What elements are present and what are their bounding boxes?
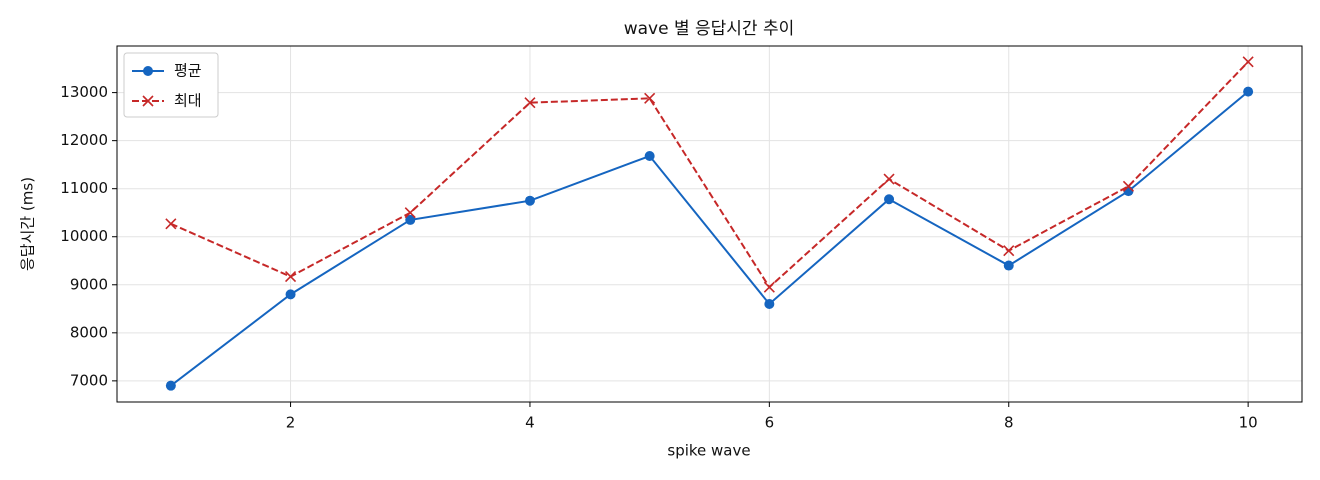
point <box>1003 260 1014 271</box>
point <box>644 151 655 162</box>
legend-box <box>123 52 219 118</box>
point <box>1003 245 1015 257</box>
point <box>524 97 536 109</box>
point <box>644 92 656 104</box>
plot-frame <box>116 45 1303 403</box>
point <box>285 289 296 300</box>
x-tick-label: 6 <box>765 414 775 432</box>
y-axis-label: 응답시간 (ms) <box>19 177 37 271</box>
legend-marker <box>142 95 154 107</box>
y-tick-label: 11000 <box>60 179 108 197</box>
x-tick-label: 8 <box>1004 414 1014 432</box>
y-tick-label: 12000 <box>60 131 108 149</box>
point <box>884 194 895 205</box>
series-line <box>170 61 1249 289</box>
point <box>763 281 775 293</box>
y-tick-label: 9000 <box>70 275 108 293</box>
point <box>1243 86 1254 97</box>
chart-title: wave 별 응답시간 추이 <box>624 19 795 39</box>
point <box>165 380 176 391</box>
x-tick-label: 4 <box>525 414 535 432</box>
legend-marker <box>143 66 153 76</box>
y-tick-label: 7000 <box>70 371 108 389</box>
y-tick-label: 8000 <box>70 323 108 341</box>
point <box>1122 180 1135 192</box>
point <box>524 195 535 206</box>
x-tick-label: 10 <box>1239 414 1258 432</box>
point <box>405 214 416 225</box>
point <box>764 298 775 309</box>
y-tick-label: 10000 <box>60 227 108 245</box>
x-axis-label: spike wave <box>667 442 750 460</box>
point <box>284 271 297 283</box>
point <box>165 218 177 230</box>
point <box>883 173 895 185</box>
point <box>1242 56 1254 68</box>
x-tick-label: 2 <box>286 414 296 432</box>
y-tick-label: 13000 <box>60 83 108 101</box>
legend-label: 최대 <box>174 92 202 110</box>
point <box>404 207 416 219</box>
legend-label: 평균 <box>174 62 202 80</box>
series-line <box>170 90 1249 387</box>
